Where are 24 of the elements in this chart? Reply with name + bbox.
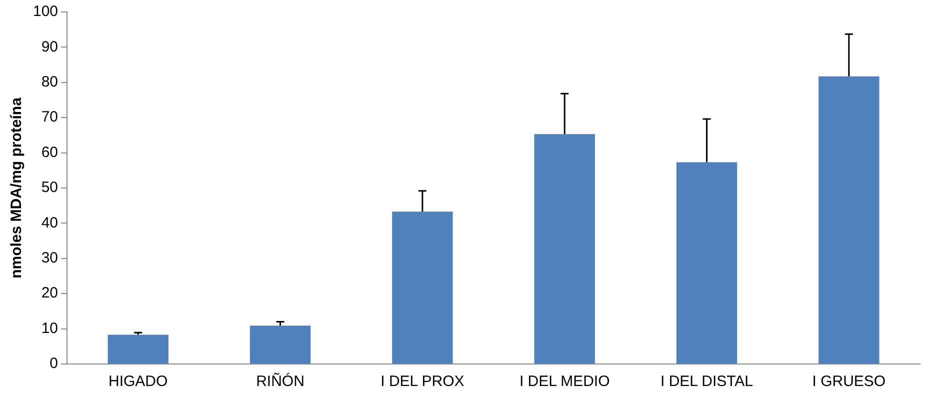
x-tick-label: I DEL PROX (380, 373, 464, 390)
x-tick-label: HIGADO (108, 373, 168, 390)
y-tick-label: 70 (41, 108, 58, 126)
bar (108, 334, 168, 364)
bar (818, 76, 880, 364)
y-tick-label: 20 (41, 284, 58, 302)
y-tick-label: 100 (32, 3, 58, 20)
y-tick-label: 40 (41, 214, 58, 232)
y-tick-label: 60 (41, 144, 58, 161)
bar (534, 134, 595, 364)
y-tick-label: 0 (50, 355, 58, 372)
bar (250, 326, 311, 364)
x-tick-label: I DEL MEDIO (519, 373, 610, 390)
y-tick-label: 90 (41, 38, 58, 56)
bar (676, 162, 738, 364)
y-tick-label: 50 (41, 179, 58, 196)
y-tick-label: 80 (41, 74, 58, 91)
x-tick-label: I GRUESO (812, 373, 886, 390)
y-tick-label: 30 (41, 250, 58, 267)
x-tick-label: RIÑÓN (256, 372, 304, 390)
bar (392, 212, 453, 364)
y-axis-title: nmoles MDA/mg proteína (8, 96, 26, 278)
x-tick-label: I DEL DISTAL (660, 373, 754, 390)
y-tick-label: 10 (41, 320, 58, 337)
